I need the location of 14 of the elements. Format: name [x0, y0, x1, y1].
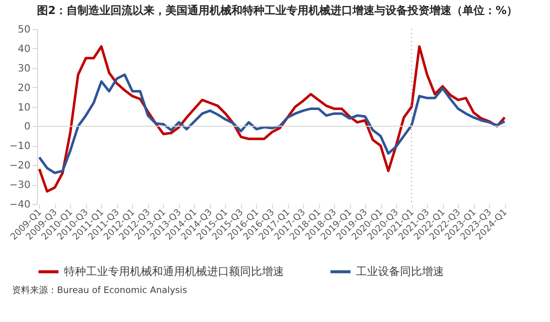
y-tick-label: 20	[18, 82, 30, 94]
y-tick-label: −10	[9, 141, 30, 152]
legend-label: 特种工业专用机械和通用机械进口额同比增速	[64, 264, 284, 278]
chart-title: 图2：自制造业回流以来，美国通用机械和特种工业专用机械进口增速与设备投资增速（单位：%）	[37, 4, 518, 17]
y-tick-label: 50	[18, 24, 30, 36]
y-tick-label: −20	[9, 160, 30, 172]
y-tick-label: 30	[18, 63, 30, 74]
y-tick-label: −40	[9, 200, 30, 210]
text: 资料来源：Bureau of Economic Analysis	[12, 285, 188, 296]
y-tick-label: 40	[18, 44, 30, 55]
y-tick-label: 10	[18, 102, 30, 114]
y-tick-label: 0	[24, 122, 30, 133]
y-tick-label: −30	[9, 180, 30, 192]
legend-label: 工业设备同比增速	[356, 264, 444, 278]
